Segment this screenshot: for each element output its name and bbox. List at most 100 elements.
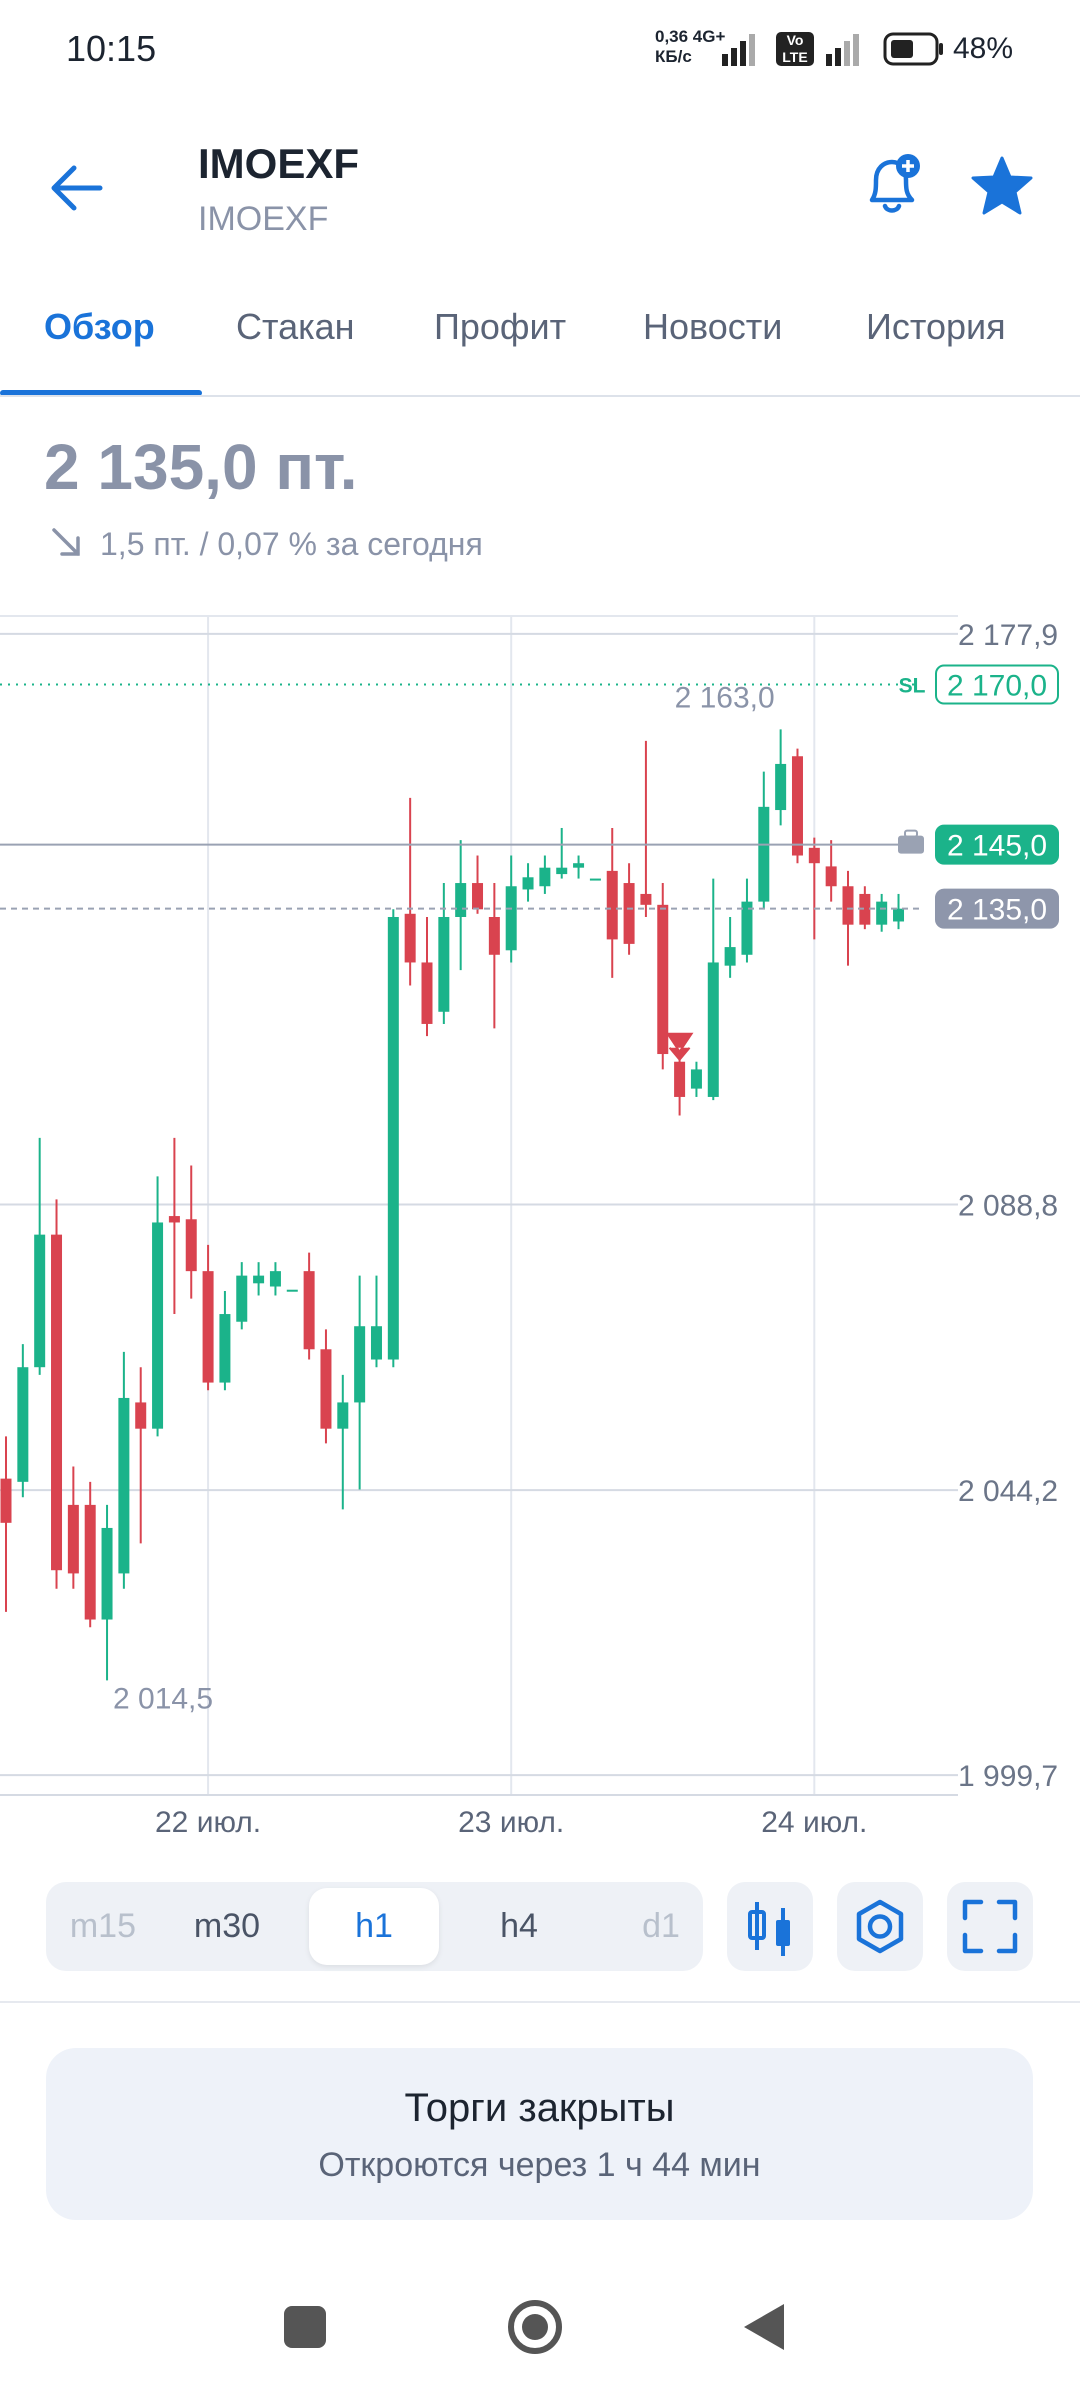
nav-recents[interactable] bbox=[284, 2306, 326, 2348]
last-price: 2 135,0 пт. bbox=[44, 431, 358, 503]
candle-body bbox=[219, 1314, 231, 1383]
trading-status-panel: Торги закрыты Откроются через 1 ч 44 мин bbox=[46, 2048, 1033, 2220]
candle-body bbox=[488, 916, 500, 955]
level-value: 2 145,0 bbox=[947, 830, 1047, 863]
instrument-title: IMOEXF bbox=[198, 140, 360, 187]
tab[interactable]: Стакан bbox=[236, 306, 355, 347]
candle-body bbox=[438, 916, 450, 1012]
candle-body bbox=[657, 904, 669, 1055]
level-badge bbox=[935, 888, 1059, 929]
price-change: 1,5 пт. / 0,07 % за сегодня bbox=[100, 526, 483, 562]
level-value: 2 170,0 bbox=[947, 670, 1047, 703]
level-badge bbox=[935, 664, 1059, 705]
candle-body bbox=[101, 1527, 113, 1620]
timeframe-option[interactable]: h4 bbox=[500, 1907, 538, 1945]
change-arrow bbox=[52, 528, 80, 556]
candle-body bbox=[337, 1402, 349, 1429]
trade-marker bbox=[665, 1032, 694, 1062]
candle-body bbox=[421, 962, 433, 1024]
volte-top: Vo bbox=[787, 32, 804, 48]
candle-body bbox=[741, 901, 753, 955]
signal-icons: Vo LTE bbox=[722, 32, 859, 66]
candle-body bbox=[202, 1271, 214, 1383]
candle-body bbox=[573, 863, 585, 868]
net-speed-value: 0,36 4G+ bbox=[655, 27, 726, 46]
candle-body bbox=[808, 847, 820, 864]
tab[interactable]: Профит bbox=[434, 306, 567, 347]
candle-body bbox=[556, 867, 568, 875]
net-speed: 0,36 4G+ КБ/с bbox=[655, 27, 725, 67]
extreme-label: 2 163,0 bbox=[675, 681, 775, 714]
active-tab-indicator bbox=[0, 390, 202, 396]
candle-body bbox=[387, 916, 399, 1360]
candle-body bbox=[0, 1478, 12, 1523]
tab[interactable]: История bbox=[866, 306, 1006, 347]
level-name: SL bbox=[899, 675, 926, 698]
fullscreen-button[interactable] bbox=[947, 1882, 1033, 1971]
trading-status-title: Торги закрыты bbox=[404, 2086, 675, 2130]
trading-status-subtitle: Откроются через 1 ч 44 мин bbox=[318, 2146, 761, 2184]
candle-body bbox=[34, 1234, 46, 1368]
timeframe-option[interactable]: m15 bbox=[69, 1907, 136, 1945]
net-speed-unit: КБ/с bbox=[655, 47, 692, 66]
x-tick-label: 22 июл. bbox=[155, 1806, 261, 1839]
candle-body bbox=[724, 947, 736, 966]
candle-body bbox=[606, 870, 618, 940]
section-divider bbox=[0, 2001, 1080, 2003]
candle-body bbox=[472, 883, 484, 910]
back-button[interactable] bbox=[48, 160, 108, 216]
candle-body bbox=[135, 1402, 147, 1429]
timeframe-option[interactable]: h1 bbox=[309, 1888, 439, 1965]
candle-body bbox=[303, 1271, 315, 1350]
candle-body bbox=[876, 901, 888, 925]
candle-body bbox=[354, 1326, 366, 1403]
candle-body bbox=[253, 1275, 265, 1284]
favorite-button[interactable] bbox=[970, 155, 1034, 217]
y-tick-label: 2 044,2 bbox=[958, 1475, 1058, 1508]
candle-body bbox=[286, 1289, 298, 1292]
candle-body bbox=[17, 1367, 29, 1482]
alert-button[interactable] bbox=[862, 150, 926, 220]
instrument-subtitle: IMOEXF bbox=[198, 200, 329, 238]
navigation-bar bbox=[284, 2300, 784, 2354]
extreme-label: 2 014,5 bbox=[113, 1682, 213, 1715]
candle-body bbox=[690, 1069, 702, 1089]
candle-body bbox=[152, 1222, 164, 1429]
nav-back[interactable] bbox=[744, 2304, 784, 2350]
candle-body bbox=[640, 893, 652, 905]
candle-body bbox=[236, 1275, 248, 1322]
candle-body bbox=[623, 883, 635, 944]
candle-body bbox=[320, 1349, 332, 1429]
y-tick-label: 1 999,7 bbox=[958, 1760, 1058, 1793]
candle-body bbox=[455, 883, 467, 917]
battery-level: 48% bbox=[953, 32, 1014, 65]
candle-body bbox=[168, 1216, 180, 1223]
candle-body bbox=[859, 893, 871, 925]
nav-home[interactable] bbox=[508, 2300, 562, 2354]
level-badge bbox=[935, 824, 1059, 865]
volte-bottom: LTE bbox=[782, 49, 807, 65]
chart-type-button[interactable] bbox=[727, 1882, 813, 1971]
tab[interactable]: Обзор bbox=[44, 306, 155, 347]
indicators-button[interactable] bbox=[837, 1882, 923, 1971]
y-tick-label: 2 088,8 bbox=[958, 1190, 1058, 1223]
candle-body bbox=[842, 886, 854, 925]
candle-body bbox=[589, 878, 601, 881]
candle-body bbox=[791, 756, 803, 856]
timeframe-option[interactable]: m30 bbox=[193, 1907, 261, 1945]
candle-body bbox=[51, 1234, 63, 1571]
tab[interactable]: Новости bbox=[643, 306, 783, 347]
candle-body bbox=[84, 1504, 96, 1620]
timeframe-option[interactable]: d1 bbox=[642, 1907, 680, 1945]
candle-body bbox=[758, 806, 770, 902]
candle-body bbox=[404, 913, 416, 963]
candle-body bbox=[893, 908, 905, 922]
candle-body bbox=[674, 1061, 686, 1097]
candle-body bbox=[67, 1504, 79, 1574]
candlestick-chart: 2 177,9 2 088,8 2 044,2 1 999,7 22 июл. 23 ию… bbox=[0, 615, 1059, 1839]
candle-body bbox=[775, 763, 787, 811]
position-icon-handle bbox=[904, 829, 918, 838]
candle-body bbox=[269, 1271, 281, 1287]
battery-icon bbox=[883, 32, 943, 66]
